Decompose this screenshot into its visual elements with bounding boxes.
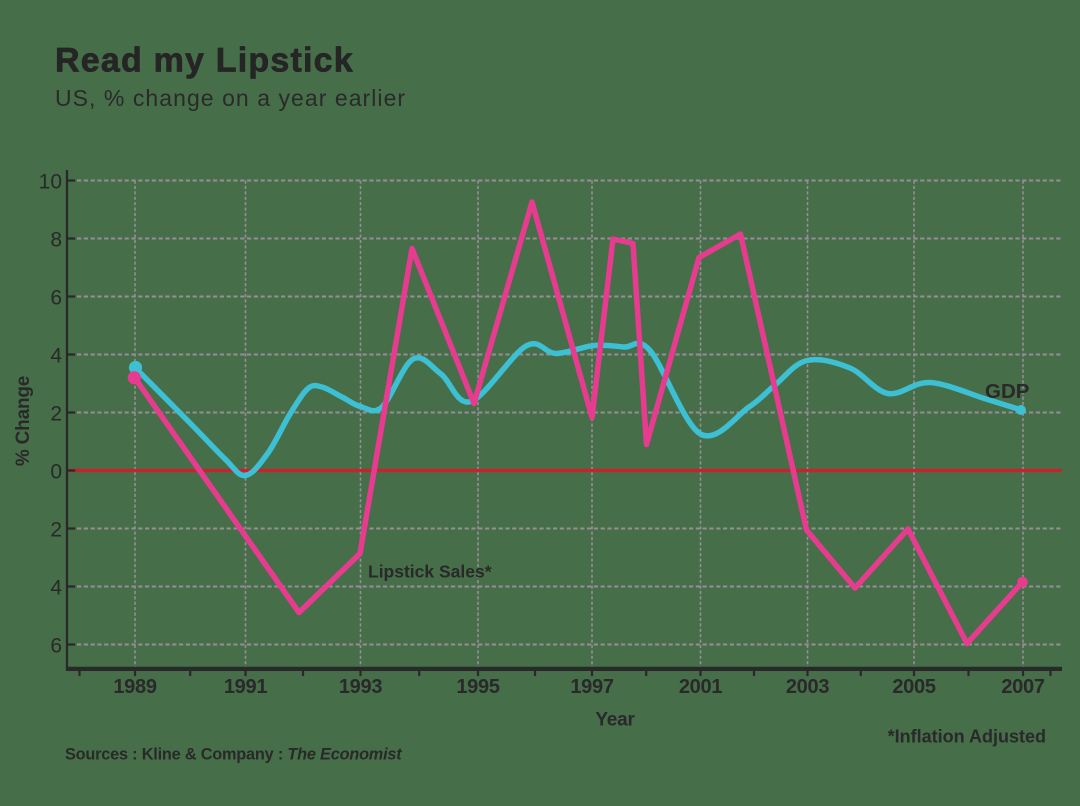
svg-text:1993: 1993 xyxy=(339,676,382,698)
svg-text:0: 0 xyxy=(50,460,62,483)
svg-text:2005: 2005 xyxy=(892,676,935,698)
svg-text:2: 2 xyxy=(50,402,62,425)
svg-text:2001: 2001 xyxy=(679,676,722,698)
svg-text:2007: 2007 xyxy=(1001,676,1044,698)
svg-text:% Change: % Change xyxy=(13,376,34,466)
svg-text:1997: 1997 xyxy=(570,676,613,698)
svg-text:2: 2 xyxy=(50,518,62,541)
svg-text:6: 6 xyxy=(50,634,62,657)
svg-text:Lipstick Sales*: Lipstick Sales* xyxy=(368,562,492,582)
svg-text:4: 4 xyxy=(50,576,62,599)
svg-text:8: 8 xyxy=(50,228,62,251)
svg-text:Sources : Kline & Company : Th: Sources : Kline & Company : The Economis… xyxy=(65,746,402,764)
svg-text:10: 10 xyxy=(39,170,62,193)
svg-text:US, % change on a year earlier: US, % change on a year earlier xyxy=(55,85,406,111)
svg-text:*Inflation Adjusted: *Inflation Adjusted xyxy=(888,727,1046,747)
svg-text:1989: 1989 xyxy=(113,676,156,698)
svg-text:6: 6 xyxy=(50,286,62,309)
svg-text:GDP: GDP xyxy=(985,380,1029,403)
svg-text:4: 4 xyxy=(50,344,62,367)
svg-text:Year: Year xyxy=(595,710,635,731)
svg-text:1995: 1995 xyxy=(456,676,499,698)
svg-text:2003: 2003 xyxy=(786,676,829,698)
svg-text:1991: 1991 xyxy=(224,676,267,698)
svg-text:Read my Lipstick: Read my Lipstick xyxy=(55,42,354,80)
